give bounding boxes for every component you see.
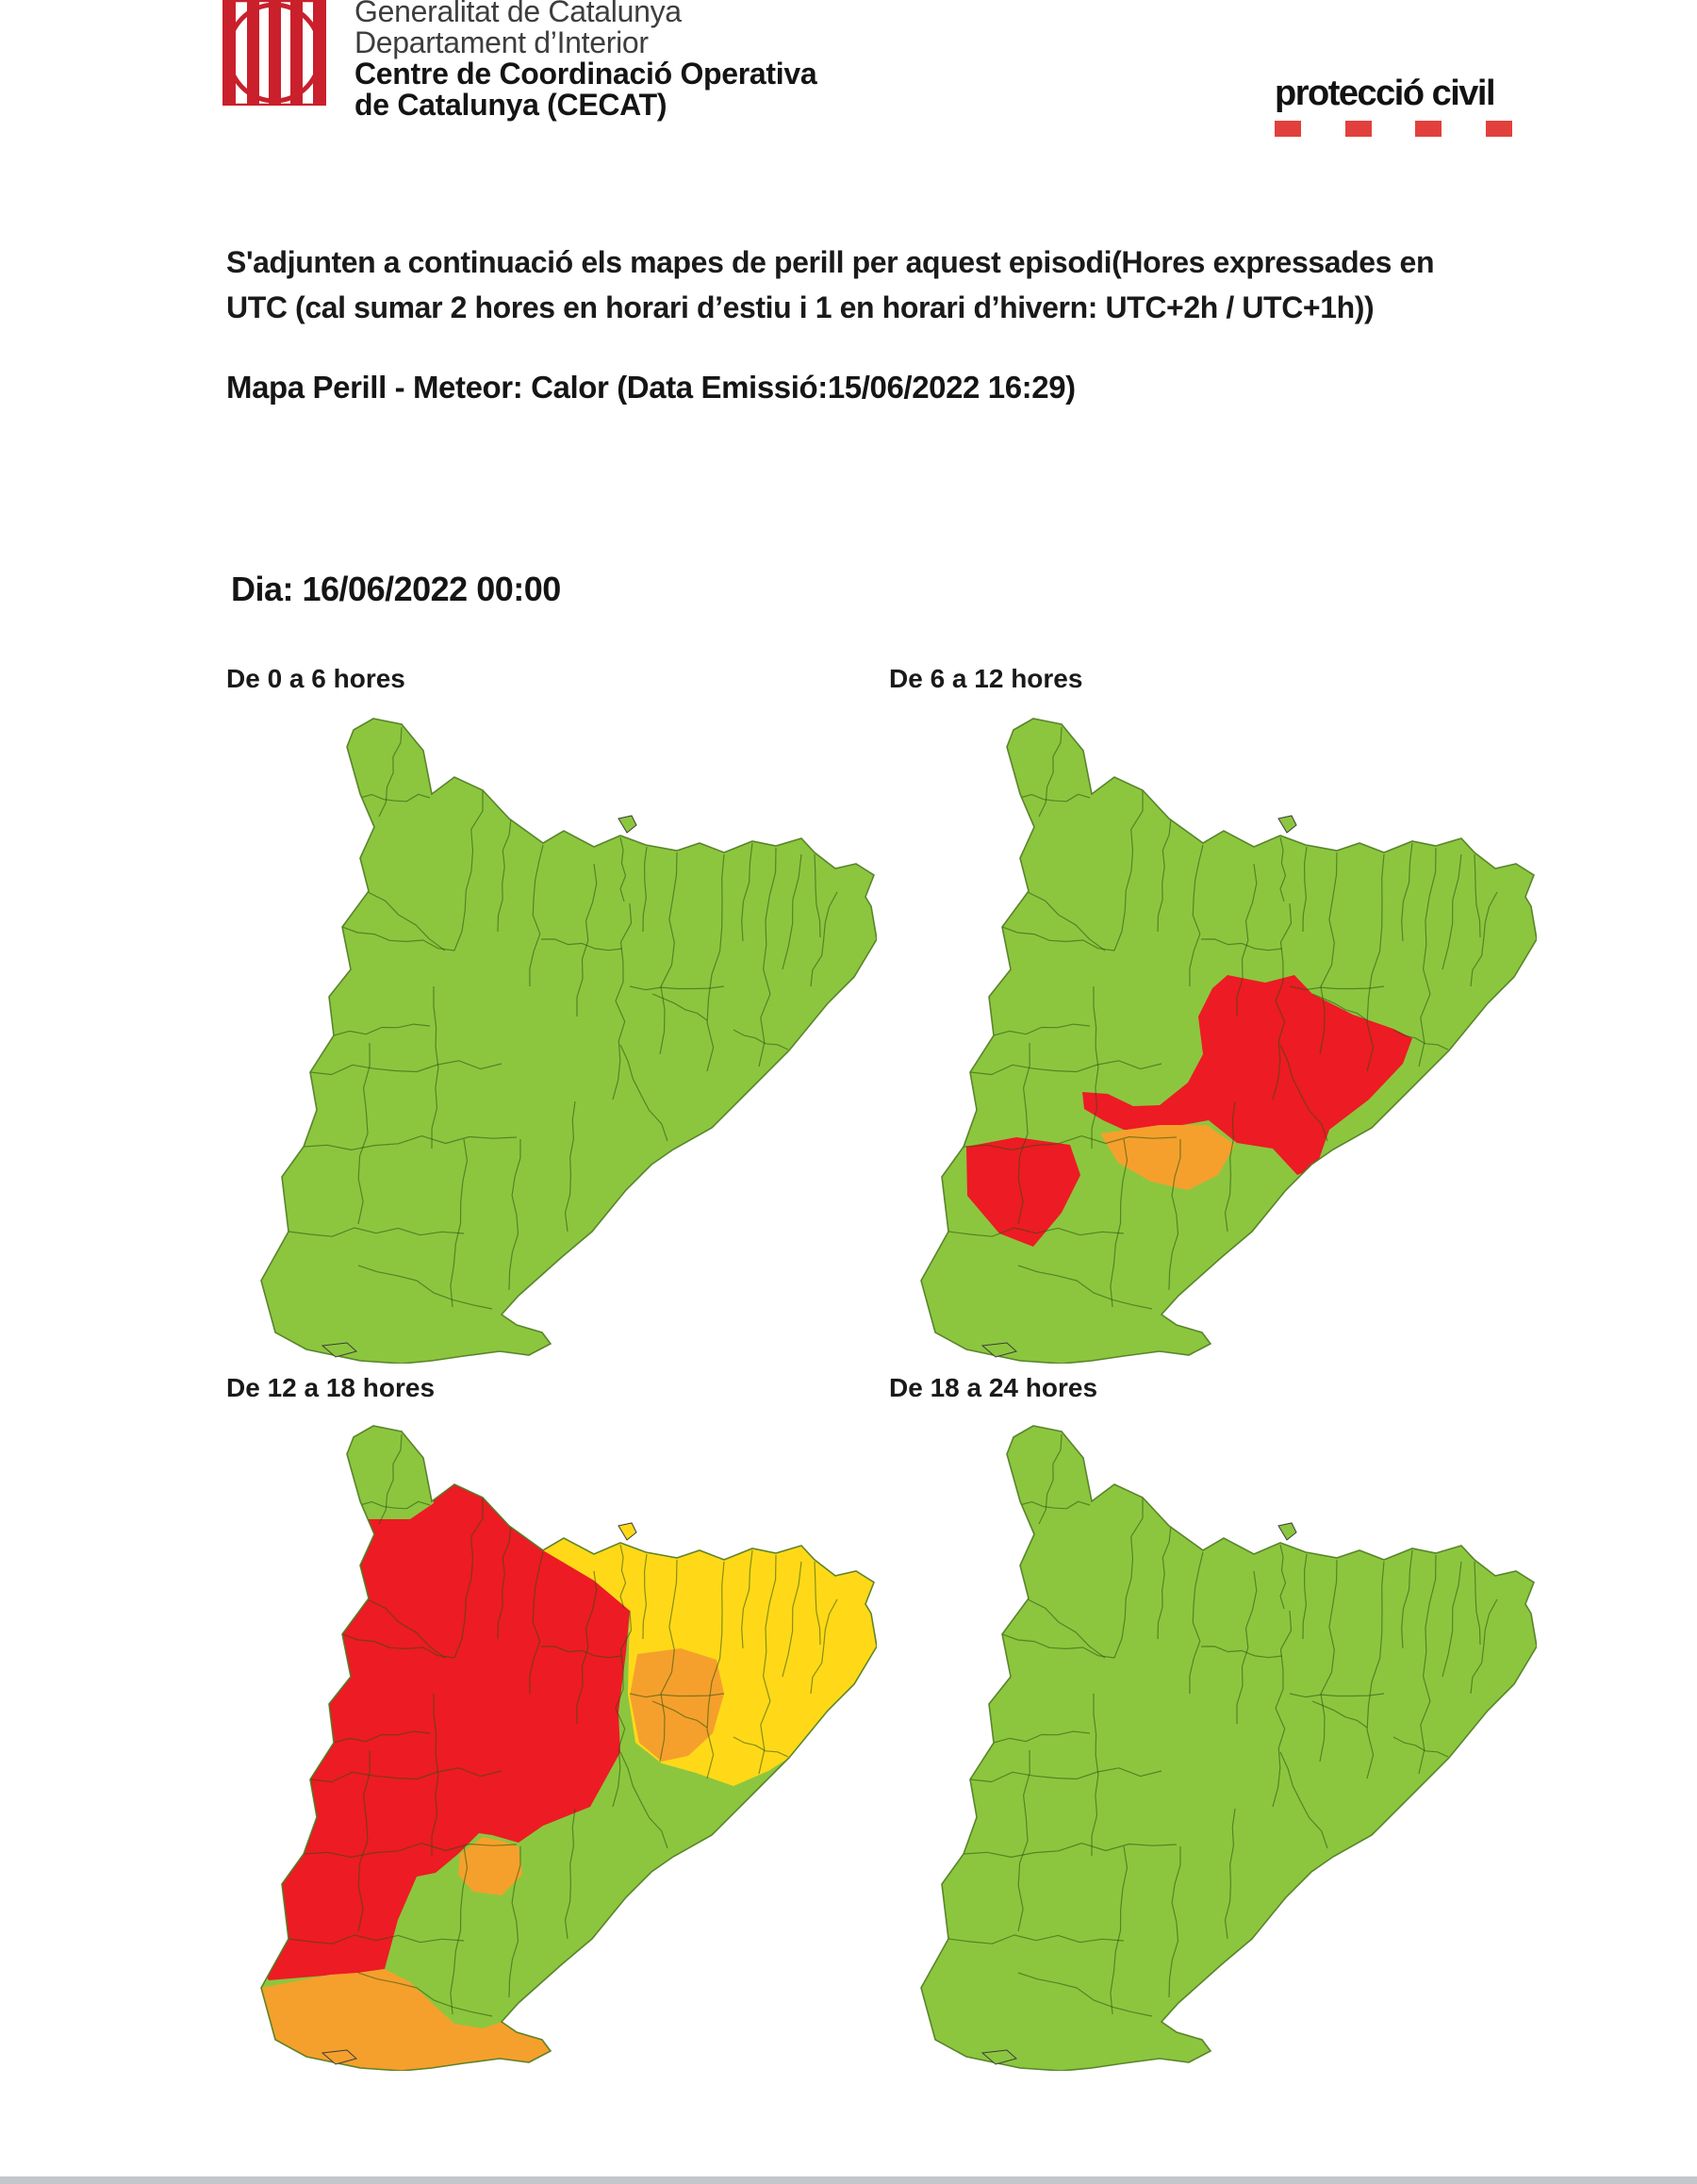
proteccio-civil-label: protecció civil [1275, 74, 1496, 113]
hazard-zone-terres-ebre-orange [261, 1969, 551, 2071]
proteccio-civil-square [1344, 121, 1372, 137]
org-line-departament: Departament d’Interior [354, 25, 649, 59]
hazard-zone-conca-camp-orange [458, 1837, 522, 1895]
hazard-zone-priorat-ribera-red [966, 1137, 1080, 1247]
proteccio-civil-logo: protecció civil [1275, 74, 1520, 137]
hazard-map-6-12-hores [877, 703, 1537, 1364]
hazard-map-0-6-hores [217, 703, 877, 1364]
map-label-6-12: De 6 a 12 hores [889, 664, 1083, 693]
map-title: Mapa Perill - Meteor: Calor (Data Emissi… [226, 370, 1076, 405]
hazard-map-18-24-hores [877, 1411, 1537, 2071]
hazard-map-12-18-hores [217, 1411, 877, 2071]
day-heading: Dia: 16/06/2022 00:00 [231, 570, 561, 608]
map-label-12-18: De 12 a 18 hores [226, 1373, 436, 1402]
org-line-generalitat: Generalitat de Catalunya [354, 0, 682, 28]
intro-line-2: UTC (cal sumar 2 hores en horari d’estiu… [226, 290, 1375, 324]
hazard-zone-penedes-garraf-orange [1100, 1125, 1235, 1190]
org-line-cecat-1: Centre de Coordinació Operativa [354, 57, 817, 91]
org-line-cecat-2: de Catalunya (CECAT) [354, 88, 667, 122]
proteccio-civil-square [1485, 121, 1512, 137]
proteccio-civil-square [1415, 121, 1442, 137]
map-label-18-24: De 18 a 24 hores [889, 1373, 1098, 1402]
intro-line-1: S'adjunten a continuació els mapes de pe… [226, 245, 1435, 279]
intro-paragraph: S'adjunten a continuació els mapes de pe… [226, 240, 1584, 330]
catalonia-map-svg [920, 1425, 1537, 2071]
catalonia-map-svg [920, 718, 1537, 1364]
generalitat-emblem-icon [222, 0, 327, 107]
catalonia-map-svg [260, 1425, 877, 2071]
proteccio-civil-square [1275, 121, 1301, 137]
map-label-0-6: De 0 a 6 hores [226, 664, 405, 693]
hazard-zone-osona-orange [630, 1648, 724, 1762]
catalonia-map-svg [260, 718, 877, 1364]
proteccio-civil-squares [1275, 121, 1512, 137]
window-bottom-edge [0, 2176, 1697, 2184]
org-header-block: Generalitat de Catalunya Departament d’I… [354, 0, 817, 122]
